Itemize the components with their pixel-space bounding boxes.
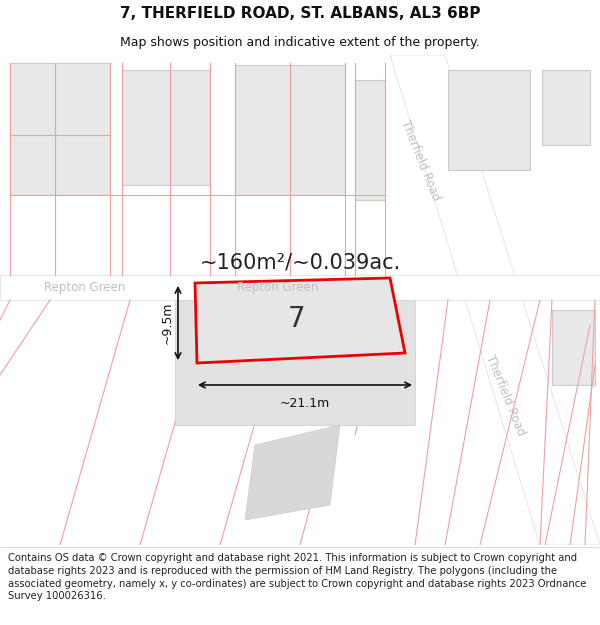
Polygon shape [245, 425, 340, 520]
Text: Map shows position and indicative extent of the property.: Map shows position and indicative extent… [120, 36, 480, 49]
Text: 7: 7 [288, 305, 305, 333]
Polygon shape [552, 310, 595, 385]
Text: Therfield Road: Therfield Road [483, 352, 527, 437]
Text: Repton Green: Repton Green [238, 281, 319, 294]
Text: Therfield Road: Therfield Road [398, 118, 442, 202]
Polygon shape [10, 63, 110, 195]
Polygon shape [542, 70, 590, 145]
Polygon shape [195, 278, 405, 363]
Polygon shape [448, 70, 530, 170]
Polygon shape [390, 55, 600, 545]
Text: ~160m²/~0.039ac.: ~160m²/~0.039ac. [199, 253, 401, 273]
Text: ~21.1m: ~21.1m [280, 397, 330, 410]
Text: ~9.5m: ~9.5m [161, 302, 174, 344]
Text: Contains OS data © Crown copyright and database right 2021. This information is : Contains OS data © Crown copyright and d… [8, 553, 586, 601]
Polygon shape [235, 65, 345, 195]
Polygon shape [0, 275, 600, 300]
Polygon shape [122, 70, 210, 185]
Text: 7, THERFIELD ROAD, ST. ALBANS, AL3 6BP: 7, THERFIELD ROAD, ST. ALBANS, AL3 6BP [120, 6, 480, 21]
Polygon shape [175, 300, 415, 425]
Text: Repton Green: Repton Green [44, 281, 125, 294]
Polygon shape [355, 80, 385, 200]
